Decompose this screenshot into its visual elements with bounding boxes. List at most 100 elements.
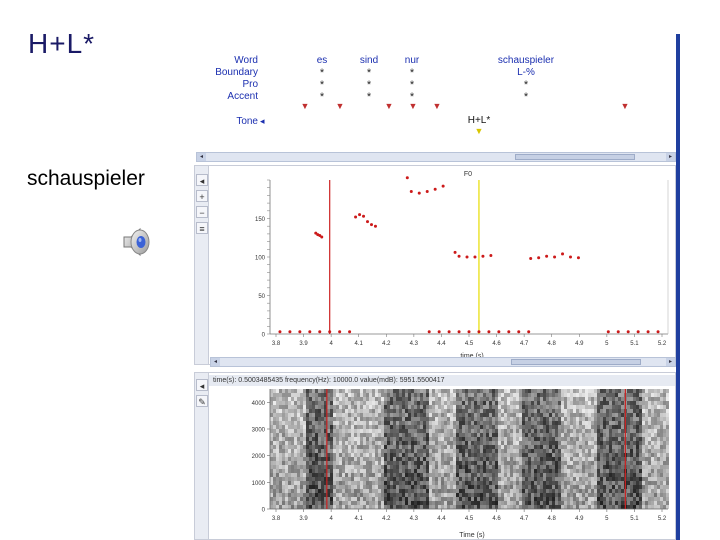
word-sind[interactable]: sind	[359, 55, 379, 66]
word-schauspieler[interactable]: schauspieler	[497, 55, 555, 66]
zoom-in-icon[interactable]: +	[196, 190, 208, 202]
segment-marker-icon[interactable]: ▼	[432, 101, 442, 111]
spectrogram-x-tick-label: 4.4	[437, 516, 446, 522]
tier-scrollbar[interactable]: ◂ ▸	[196, 152, 676, 162]
spectrogram-cell	[432, 405, 435, 409]
spectrogram-cell	[513, 389, 516, 393]
spectrogram-cell	[303, 421, 306, 425]
spectrogram-cell	[513, 413, 516, 417]
spectrogram-cell	[423, 505, 426, 509]
spectrogram-cell	[534, 433, 537, 437]
spectrogram-cell	[486, 449, 489, 453]
audio-toggle-icon[interactable]: ◂	[196, 174, 208, 186]
voiceless-point	[497, 330, 501, 334]
segment-marker-icon[interactable]: ▼	[620, 101, 630, 111]
spectrogram-cell	[603, 493, 606, 497]
spectrogram-cell	[276, 445, 279, 449]
spectrogram-cell	[573, 429, 576, 433]
word-es[interactable]: es	[316, 55, 328, 66]
voiceless-point	[626, 330, 630, 334]
spectrogram-cell	[630, 433, 633, 437]
pitch-scrollbar[interactable]: ◂ ▸	[210, 357, 676, 367]
spectrogram-cell	[531, 437, 534, 441]
spectrogram-cell	[636, 429, 639, 433]
spectrogram-cell	[378, 429, 381, 433]
spectrogram-cell	[435, 469, 438, 473]
spectrogram-cell	[297, 489, 300, 493]
spectrogram-y-tick-label: 2000	[252, 454, 266, 460]
spectrogram-cell	[447, 505, 450, 509]
zoom-out-icon[interactable]: −	[196, 206, 208, 218]
spectrogram-cell	[549, 421, 552, 425]
scroll-thumb[interactable]	[511, 359, 641, 365]
spectrogram-cell	[453, 465, 456, 469]
spectrogram-cell	[432, 437, 435, 441]
spectrogram-cell	[384, 401, 387, 405]
spectrogram-cell	[306, 397, 309, 401]
spectrogram-cell	[504, 441, 507, 445]
spectrogram-y-tick-label: 3000	[252, 428, 266, 434]
tone-label[interactable]: H+L*	[467, 115, 491, 126]
segment-marker-icon[interactable]: ▼	[300, 101, 310, 111]
spectrogram-cell	[375, 505, 378, 509]
word-nur[interactable]: nur	[404, 55, 420, 66]
segment-marker-icon[interactable]: ▼	[384, 101, 394, 111]
spectrogram-cell	[663, 401, 666, 405]
spectrogram-cell	[432, 469, 435, 473]
spectrogram-cell	[483, 485, 486, 489]
spectrogram-cell	[363, 461, 366, 465]
segment-marker-icon[interactable]: ▼	[408, 101, 418, 111]
spectrogram-cell	[279, 449, 282, 453]
spectrogram-cell	[546, 497, 549, 501]
accent-star: *	[366, 91, 372, 103]
spectrogram-cell	[513, 489, 516, 493]
spectrogram-cell	[483, 393, 486, 397]
spectrogram-cell	[492, 457, 495, 461]
scroll-thumb[interactable]	[515, 154, 635, 160]
fit-icon[interactable]: ≡	[196, 222, 208, 234]
spectrogram-cell	[375, 445, 378, 449]
spectrogram-cell	[345, 485, 348, 489]
spectrogram-cell	[585, 501, 588, 505]
spectrogram-cell	[552, 409, 555, 413]
spectrogram-cell	[519, 457, 522, 461]
spectrogram-cell	[390, 401, 393, 405]
segment-marker-icon[interactable]: ▼	[335, 101, 345, 111]
spectrogram-cell	[495, 477, 498, 481]
edit-icon[interactable]: ✎	[196, 395, 208, 407]
spectrogram-cell	[597, 493, 600, 497]
spectrogram-cell	[642, 445, 645, 449]
spectrogram-cell	[294, 433, 297, 437]
spectrogram-cell	[507, 489, 510, 493]
spectrogram-cell	[579, 445, 582, 449]
spectrogram-cell	[330, 429, 333, 433]
spectrogram-cell	[537, 473, 540, 477]
tone-selection-icon[interactable]: ▼	[474, 126, 484, 136]
scroll-right-icon[interactable]: ▸	[666, 358, 675, 366]
spectrogram-cell	[336, 429, 339, 433]
spectrogram-cell	[465, 445, 468, 449]
spectrogram-cell	[432, 397, 435, 401]
spectrogram-cell	[402, 457, 405, 461]
audio-toggle-icon[interactable]: ◂	[196, 379, 208, 391]
spectrogram-cell	[468, 417, 471, 421]
spectrogram-cell	[546, 417, 549, 421]
spectrogram-cell	[588, 493, 591, 497]
speaker-icon[interactable]	[120, 224, 156, 260]
spectrogram-cell	[513, 397, 516, 401]
spectrogram-cell	[435, 489, 438, 493]
spectrogram-cell	[540, 433, 543, 437]
spectrogram-cell	[309, 493, 312, 497]
scroll-left-icon[interactable]: ◂	[197, 153, 206, 161]
spectrogram-cell	[399, 457, 402, 461]
scroll-right-icon[interactable]: ▸	[666, 153, 675, 161]
spectrogram-cell	[639, 449, 642, 453]
spectrogram-cell	[465, 413, 468, 417]
pitch-chart[interactable]: F0 time (s) 0501001503.83.944.14.24.34.4…	[210, 166, 676, 364]
tone-pointer-icon[interactable]: ◂	[260, 116, 265, 126]
scroll-left-icon[interactable]: ◂	[211, 358, 220, 366]
spectrogram-cell	[633, 425, 636, 429]
spectrogram-cell	[597, 405, 600, 409]
spectrogram-cell	[438, 465, 441, 469]
